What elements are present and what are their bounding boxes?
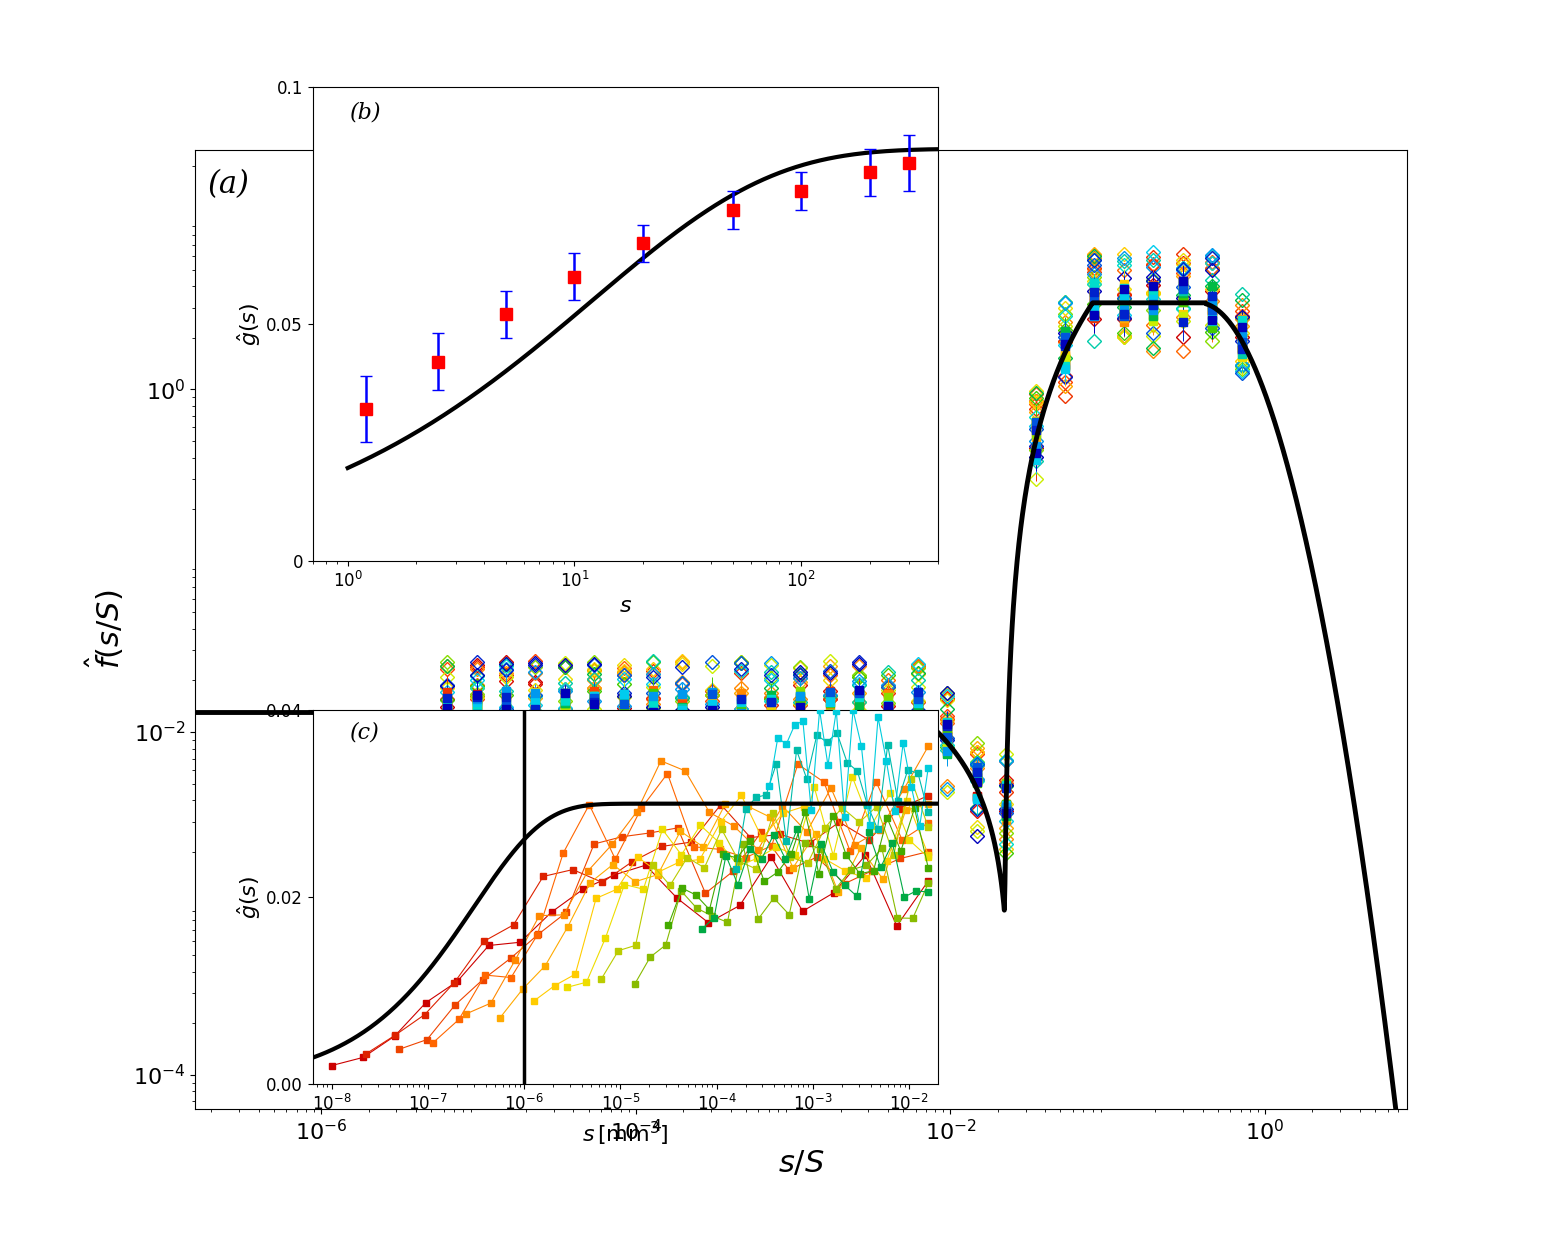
X-axis label: $s\,[\mathrm{mm}^3]$: $s\,[\mathrm{mm}^3]$ (581, 1119, 669, 1148)
Y-axis label: $\hat{f}(s/S)$: $\hat{f}(s/S)$ (84, 589, 127, 669)
Text: (a): (a) (208, 168, 250, 199)
Y-axis label: $\hat{g}(s)$: $\hat{g}(s)$ (236, 303, 263, 345)
Y-axis label: $\hat{g}(s)$: $\hat{g}(s)$ (236, 876, 263, 918)
X-axis label: $s$: $s$ (619, 596, 631, 616)
Text: (b): (b) (350, 101, 381, 123)
Text: (c): (c) (350, 721, 380, 744)
X-axis label: $s/S$: $s/S$ (778, 1149, 824, 1179)
